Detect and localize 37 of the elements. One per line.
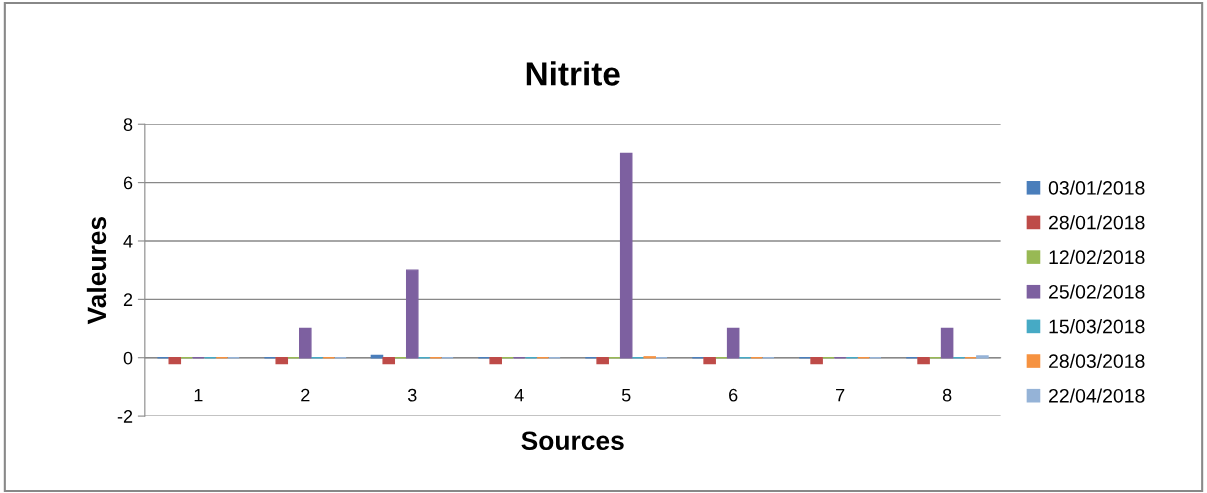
- x-tick-label: 2: [301, 388, 310, 402]
- legend-label: 12/02/2018: [1049, 249, 1145, 265]
- y-tick-label: 4: [123, 235, 133, 248]
- legend-label: 28/01/2018: [1049, 215, 1145, 230]
- x-tick-label: 4: [514, 388, 524, 402]
- bar: [726, 327, 740, 359]
- bar: [703, 357, 716, 365]
- x-tick-label: 8: [942, 388, 952, 402]
- chart-title: Nitrite: [526, 61, 620, 86]
- x-tick-label: 1: [194, 388, 203, 402]
- bar: [940, 327, 954, 359]
- bar: [275, 357, 289, 365]
- bar: [382, 357, 396, 365]
- bar: [917, 357, 930, 365]
- y-axis-title: Valeures: [86, 216, 107, 325]
- legend-label: 15/03/2018: [1049, 319, 1145, 334]
- legend-label: 22/04/2018: [1049, 388, 1145, 403]
- y-tick-label: 0: [123, 351, 133, 365]
- y-tick-label: 8: [123, 118, 133, 131]
- bar: [619, 152, 633, 359]
- bar: [489, 357, 502, 365]
- x-tick-label: 5: [621, 388, 631, 402]
- y-tick-label: -2: [117, 410, 133, 423]
- legend-label: 28/03/2018: [1049, 353, 1145, 369]
- bar: [299, 327, 312, 359]
- bar: [596, 357, 609, 365]
- bar: [168, 357, 182, 365]
- y-tick-label: 2: [123, 293, 133, 306]
- y-tick-label: 6: [123, 176, 133, 190]
- legend-label: 03/01/2018: [1048, 180, 1145, 195]
- bar: [810, 357, 823, 365]
- bar: [405, 269, 419, 359]
- x-tick-label: 3: [407, 388, 417, 402]
- legend-label: 25/02/2018: [1049, 284, 1145, 299]
- x-tick-label: 7: [836, 388, 845, 402]
- x-axis-title: Sources: [521, 431, 624, 451]
- x-tick-label: 6: [729, 388, 738, 402]
